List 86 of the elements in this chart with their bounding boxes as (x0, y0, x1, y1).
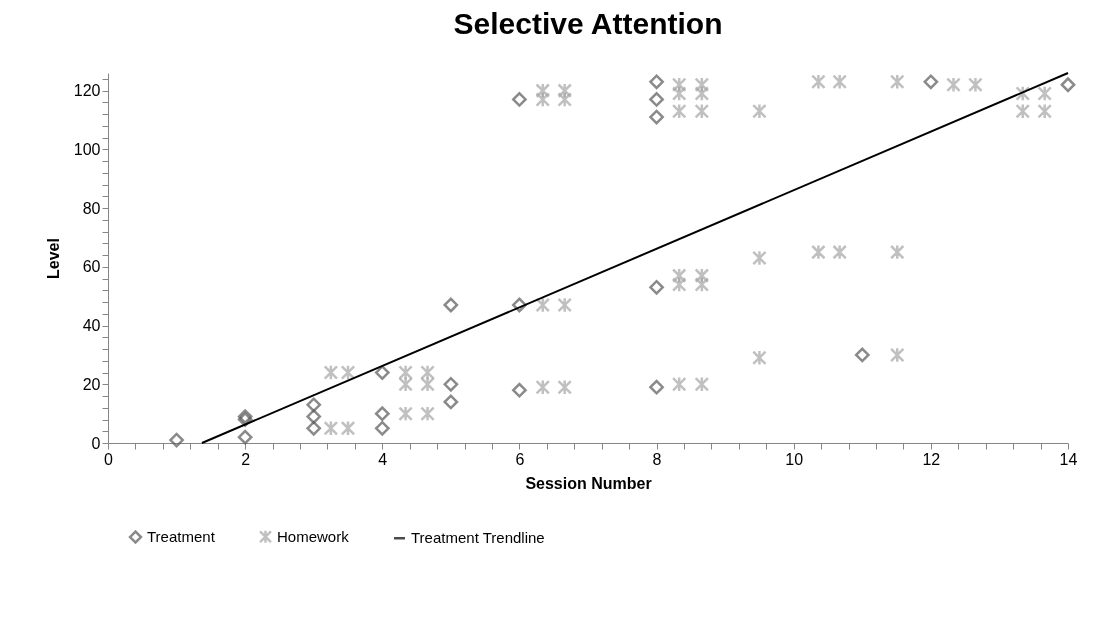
point (535, 82, 551, 99)
point (398, 376, 413, 393)
point (649, 92, 664, 107)
point (694, 267, 710, 284)
point (671, 76, 687, 93)
x-axis-title: Session Number (525, 474, 652, 492)
point (811, 73, 826, 90)
point (1060, 77, 1076, 93)
point (420, 364, 435, 381)
point (671, 376, 687, 393)
legend-label: Homework (277, 527, 350, 545)
point (1037, 103, 1053, 120)
point (968, 76, 983, 93)
point (535, 379, 551, 396)
point (694, 376, 710, 393)
y-tick-label: 60 (82, 258, 101, 276)
point (557, 91, 573, 108)
point (420, 376, 435, 393)
point (323, 420, 339, 437)
point (752, 103, 767, 120)
point (340, 364, 356, 381)
point (323, 364, 339, 381)
point (443, 376, 459, 392)
point (535, 297, 551, 313)
legend-label: Treatment Trendline (411, 529, 545, 547)
x-tick-label: 12 (922, 450, 941, 468)
x-tick-label: 0 (104, 450, 114, 468)
point (340, 420, 356, 437)
point (398, 364, 413, 381)
point (398, 405, 413, 422)
y-tick-label: 120 (73, 82, 101, 100)
point (832, 244, 848, 261)
point (752, 349, 767, 366)
x-tick-label: 2 (241, 450, 251, 468)
point (306, 420, 322, 436)
point (832, 73, 848, 90)
x-tick-label: 10 (785, 450, 804, 468)
point (671, 103, 687, 120)
point (374, 420, 390, 436)
point (374, 406, 390, 422)
x-tick-label: 4 (378, 450, 388, 468)
point (649, 109, 664, 125)
point (420, 405, 435, 422)
point (694, 276, 710, 293)
point (557, 297, 573, 313)
point (306, 397, 322, 413)
y-tick-label: 0 (91, 434, 101, 452)
y-tick-label: 20 (82, 375, 101, 393)
point (557, 379, 573, 396)
point (671, 276, 687, 293)
point (649, 379, 664, 395)
point (169, 432, 184, 448)
point (1037, 85, 1053, 102)
point (557, 82, 573, 99)
legend-label: Treatment (147, 528, 216, 546)
point (671, 267, 687, 284)
point (811, 244, 826, 261)
point (649, 74, 664, 90)
point (512, 382, 527, 398)
y-tick-label: 40 (82, 317, 101, 335)
point (649, 279, 664, 295)
point (889, 73, 905, 90)
y-axis-title: Level (44, 238, 62, 279)
point (889, 244, 905, 261)
point (694, 85, 710, 102)
y-tick-label: 100 (73, 140, 101, 158)
point (923, 74, 939, 90)
point (237, 429, 253, 445)
point (535, 91, 551, 108)
point (694, 103, 710, 120)
point (889, 346, 905, 363)
x-tick-label: 6 (515, 450, 525, 468)
point (752, 250, 767, 266)
point (443, 394, 459, 410)
x-tick-label: 14 (1059, 450, 1078, 468)
point (946, 76, 961, 93)
point (854, 347, 870, 363)
chart-title: Selective Attention (453, 7, 723, 41)
point (512, 92, 527, 107)
point (443, 297, 459, 313)
point (671, 85, 687, 102)
y-tick-label: 80 (82, 199, 101, 217)
point (306, 409, 322, 424)
point (694, 76, 710, 93)
x-tick-label: 8 (652, 450, 662, 468)
point (1015, 103, 1031, 120)
